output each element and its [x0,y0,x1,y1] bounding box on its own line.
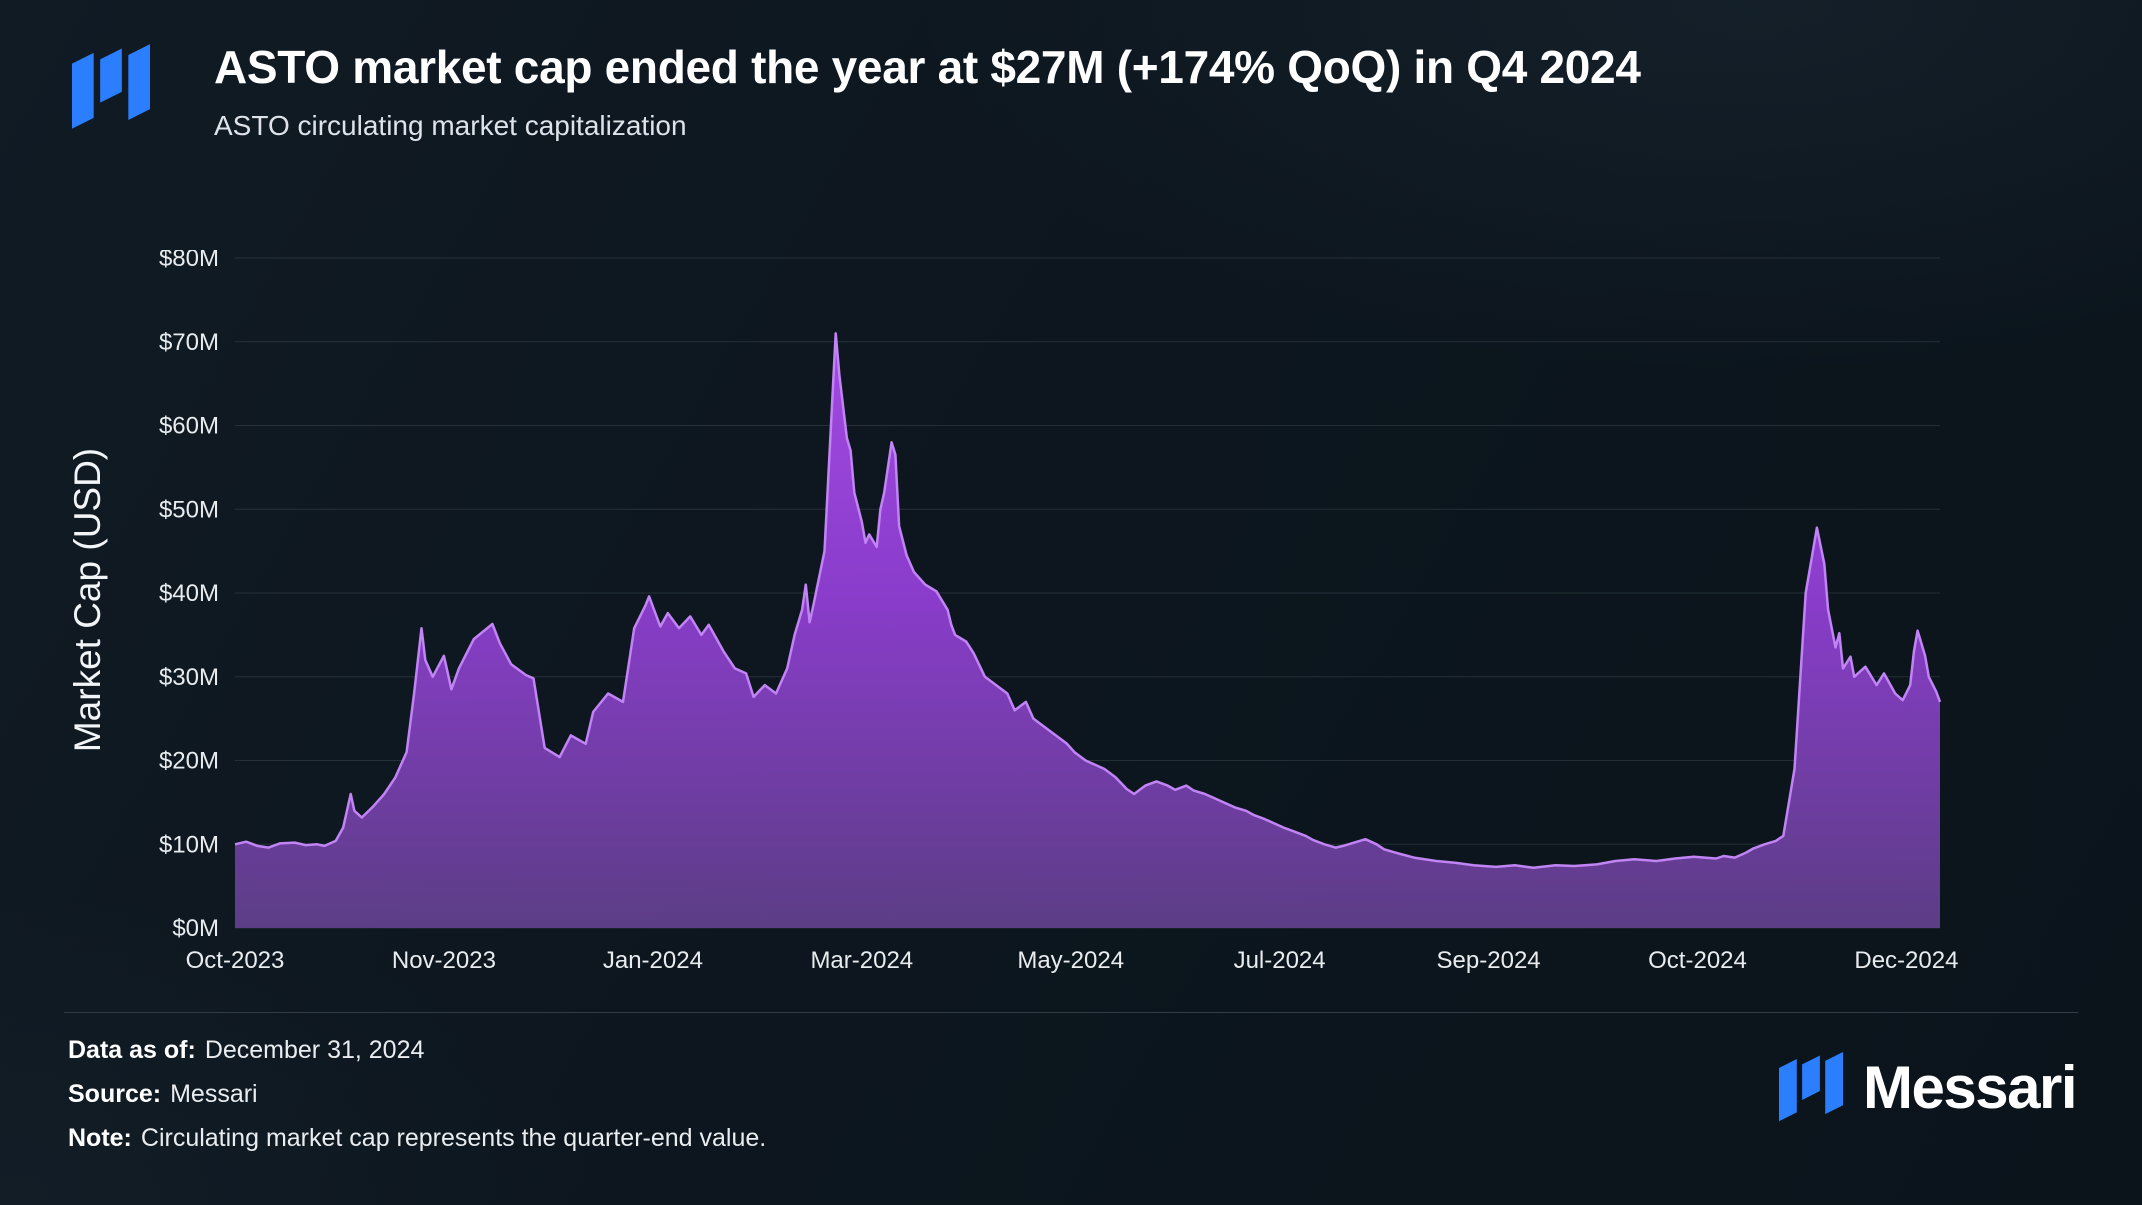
page-title: ASTO market cap ended the year at $27M (… [214,41,1641,93]
svg-text:$40M: $40M [159,580,219,607]
svg-text:$60M: $60M [159,413,219,440]
area-topline [234,332,1942,869]
svg-text:$50M: $50M [159,496,219,523]
data-as-of-row: Data as of: December 31, 2024 [68,1036,766,1065]
area-fill [235,333,1940,928]
svg-text:$20M: $20M [159,748,219,775]
svg-text:Oct-2023: Oct-2023 [186,947,285,974]
messari-logo-icon [1779,1051,1844,1122]
svg-text:Jul-2024: Jul-2024 [1234,947,1326,974]
svg-text:Oct-2024: Oct-2024 [1648,947,1747,974]
svg-text:$0M: $0M [172,915,219,942]
svg-text:$30M: $30M [159,664,219,691]
page-subtitle: ASTO circulating market capitalization [214,110,687,141]
source-row: Source: Messari [68,1080,766,1109]
title-block: ASTO market cap ended the year at $27M (… [214,40,1641,142]
y-axis-tick-labels: $0M $10M $20M $30M $40M $50M $60M $70M $80M [159,250,219,942]
data-as-of-label: Data as of: [68,1036,196,1064]
svg-text:$80M: $80M [159,250,219,272]
svg-text:$10M: $10M [159,831,219,858]
note-row: Note: Circulating market cap represents t… [68,1124,766,1153]
messari-wordmark: Messari [1863,1054,2077,1121]
note-label: Note: [68,1124,132,1152]
footer-notes: Data as of: December 31, 2024 Source: Mess… [68,1036,766,1168]
source-label: Source: [68,1080,162,1108]
note-value: Circulating market cap represents the qu… [140,1124,767,1152]
svg-text:Mar-2024: Mar-2024 [810,947,913,974]
footer-divider [64,1012,2078,1013]
data-as-of-value: December 31, 2024 [204,1036,425,1064]
svg-text:$70M: $70M [159,329,219,356]
y-axis-title: Market Cap (USD) [67,447,108,753]
source-value: Messari [170,1080,258,1108]
svg-text:May-2024: May-2024 [1017,947,1124,974]
x-axis-tick-labels: Oct-2023 Nov-2023 Jan-2024 Mar-2024 May-2024… [186,947,1959,974]
svg-text:Jan-2024: Jan-2024 [603,947,703,974]
brand-lockup: Messari [1779,1050,2077,1125]
messari-logo-icon [72,44,150,129]
svg-text:Dec-2024: Dec-2024 [1854,947,1958,974]
market-cap-area-chart: $0M $10M $20M $30M $40M $50M $60M $70M $80M Oct-2… [159,250,1959,974]
svg-text:Nov-2023: Nov-2023 [392,947,496,974]
svg-text:Sep-2024: Sep-2024 [1437,947,1541,974]
